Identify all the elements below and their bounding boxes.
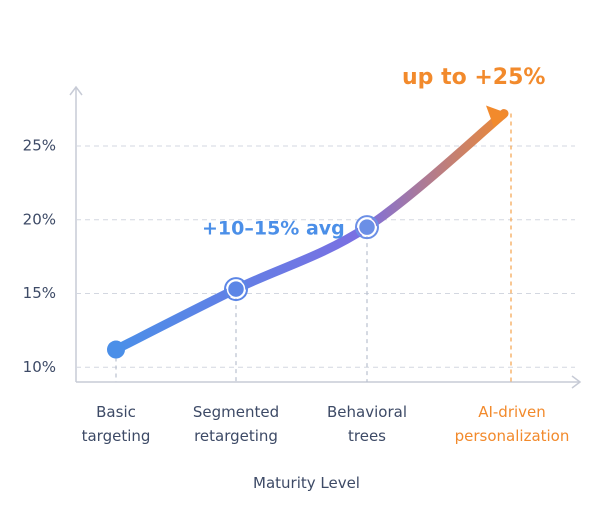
- arrow-head: [486, 105, 508, 128]
- x-tick-label: AI-driven personalization: [454, 403, 570, 445]
- x-tick-label: Behavioral trees: [327, 403, 407, 445]
- data-point: [357, 217, 377, 237]
- y-axis-arrow: [69, 85, 83, 96]
- x-axis-arrow: [571, 375, 582, 389]
- y-tick-label: 25%: [23, 137, 56, 155]
- max-annotation: up to +25%: [402, 65, 545, 90]
- avg-annotation: +10–15% avg: [202, 218, 345, 240]
- point-ring: [224, 277, 248, 302]
- y-tick-label: 10%: [23, 358, 56, 376]
- x-axis-label: Maturity Level: [253, 474, 360, 492]
- x-tick-label: Basic targeting: [81, 403, 151, 445]
- y-tick-label: 15%: [23, 284, 56, 302]
- y-tick-label: 20%: [23, 210, 56, 228]
- x-tick-label: Segmented retargeting: [192, 403, 280, 445]
- point-ring: [355, 215, 379, 240]
- trend-line: [111, 109, 509, 355]
- data-point: [107, 340, 125, 359]
- data-point: [226, 279, 246, 299]
